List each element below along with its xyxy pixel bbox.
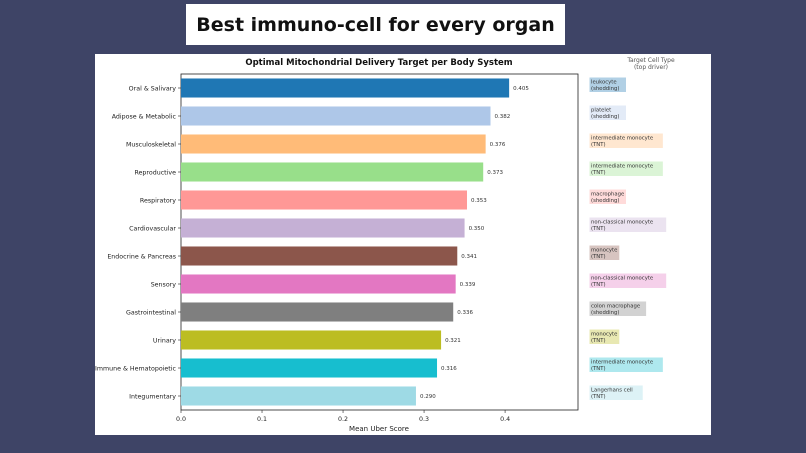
legend-cell-type: platelet bbox=[591, 108, 611, 114]
legend-mechanism: (TNT) bbox=[591, 338, 606, 344]
bar bbox=[181, 78, 510, 98]
slide-title-box: Best immuno-cell for every organ bbox=[186, 4, 565, 45]
legend-mechanism: (TNT) bbox=[591, 282, 606, 288]
legend-cell-type: intermediate monocyte bbox=[591, 136, 653, 142]
bar-value-label: 0.290 bbox=[420, 394, 436, 400]
y-tick-label: Musculoskeletal bbox=[126, 141, 176, 148]
legend-swatch bbox=[589, 357, 663, 372]
legend-swatch bbox=[589, 161, 663, 176]
bar-value-label: 0.336 bbox=[457, 310, 473, 316]
bars-group: 0.405 0.382 0.376 0.373 0.353 0.350 0.341 0.339… bbox=[181, 78, 529, 406]
bar-value-label: 0.339 bbox=[460, 282, 476, 288]
legend-cell-type: macrophage bbox=[591, 192, 624, 198]
bar-value-label: 0.376 bbox=[490, 142, 506, 148]
legend-mechanism: (TNT) bbox=[591, 254, 606, 260]
y-tick-label: Oral & Salivary bbox=[129, 85, 177, 92]
chart-figure: Optimal Mitochondrial Delivery Target pe… bbox=[95, 54, 711, 435]
legend: leukocyte(shedding)platelet(shedding)int… bbox=[589, 77, 667, 400]
legend-swatch bbox=[589, 217, 667, 232]
legend-swatch bbox=[589, 329, 620, 344]
legend-mechanism: (shedding) bbox=[591, 310, 619, 316]
legend-swatch bbox=[589, 245, 620, 260]
x-axis-label: Mean Uber Score bbox=[349, 425, 409, 433]
bar-value-label: 0.353 bbox=[471, 198, 487, 204]
bar bbox=[181, 134, 486, 154]
legend-mechanism: (TNT) bbox=[591, 170, 606, 176]
legend-swatch bbox=[589, 273, 667, 288]
legend-mechanism: (TNT) bbox=[591, 226, 606, 232]
legend-swatch bbox=[589, 301, 647, 316]
y-tick-label: Gastrointestinal bbox=[126, 309, 176, 316]
legend-swatch bbox=[589, 105, 626, 120]
x-tick-label: 0.2 bbox=[338, 416, 348, 423]
bar-value-label: 0.382 bbox=[494, 114, 510, 120]
bar-chart: Optimal Mitochondrial Delivery Target pe… bbox=[95, 57, 675, 433]
y-tick-label: Respiratory bbox=[140, 197, 176, 204]
legend-swatch bbox=[589, 385, 643, 400]
y-tick-label: Reproductive bbox=[134, 169, 176, 176]
legend-mechanism: (shedding) bbox=[591, 86, 619, 92]
legend-cell-type: monocyte bbox=[591, 248, 617, 254]
legend-mechanism: (TNT) bbox=[591, 394, 606, 400]
x-tick-label: 0.1 bbox=[257, 416, 267, 423]
bar-value-label: 0.405 bbox=[513, 86, 529, 92]
bar-value-label: 0.341 bbox=[461, 254, 477, 260]
y-tick-label: Endocrine & Pancreas bbox=[107, 253, 176, 260]
legend-swatch bbox=[589, 189, 626, 204]
legend-subtitle: (top driver) bbox=[634, 64, 668, 71]
slide-title: Best immuno-cell for every organ bbox=[196, 13, 555, 36]
legend-title: Target Cell Type bbox=[626, 57, 675, 64]
y-tick-label: Cardiovascular bbox=[129, 225, 176, 232]
x-tick-label: 0.3 bbox=[419, 416, 429, 423]
legend-cell-type: non-classical monocyte bbox=[591, 276, 653, 282]
bar bbox=[181, 106, 491, 126]
x-tick-label: 0.0 bbox=[176, 416, 186, 423]
legend-cell-type: colon macrophage bbox=[591, 304, 640, 310]
legend-cell-type: Langerhans cell bbox=[591, 388, 633, 394]
bar bbox=[181, 274, 456, 294]
legend-cell-type: intermediate monocyte bbox=[591, 164, 653, 170]
bar bbox=[181, 246, 458, 266]
chart-title: Optimal Mitochondrial Delivery Target pe… bbox=[245, 58, 512, 68]
y-tick-label: Sensory bbox=[151, 281, 177, 288]
legend-swatch bbox=[589, 77, 626, 92]
bar-value-label: 0.350 bbox=[469, 226, 485, 232]
legend-mechanism: (shedding) bbox=[591, 114, 619, 120]
legend-mechanism: (shedding) bbox=[591, 198, 619, 204]
bar bbox=[181, 358, 438, 378]
bar-value-label: 0.316 bbox=[441, 366, 457, 372]
y-tick-label: Urinary bbox=[153, 337, 176, 344]
bar bbox=[181, 330, 442, 350]
bar-value-label: 0.373 bbox=[487, 170, 503, 176]
y-tick-label: Immune & Hematopoietic bbox=[95, 365, 177, 372]
legend-cell-type: leukocyte bbox=[591, 80, 617, 86]
bar bbox=[181, 302, 454, 322]
legend-cell-type: intermediate monocyte bbox=[591, 360, 653, 366]
y-tick-label: Integumentary bbox=[129, 393, 176, 400]
bar bbox=[181, 190, 468, 210]
y-tick-label: Adipose & Metabolic bbox=[112, 113, 177, 120]
bar bbox=[181, 162, 484, 182]
bar bbox=[181, 386, 416, 406]
x-tick-label: 0.4 bbox=[500, 416, 510, 423]
x-ticks: 0.0 0.1 0.2 0.3 0.4 bbox=[176, 410, 510, 423]
legend-cell-type: non-classical monocyte bbox=[591, 220, 653, 226]
bar-value-label: 0.321 bbox=[445, 338, 461, 344]
bar bbox=[181, 218, 465, 238]
legend-mechanism: (TNT) bbox=[591, 366, 606, 372]
legend-mechanism: (TNT) bbox=[591, 142, 606, 148]
legend-cell-type: monocyte bbox=[591, 332, 617, 338]
legend-swatch bbox=[589, 133, 663, 148]
plot-area-frame bbox=[180, 73, 579, 411]
y-tick-labels: Oral & Salivary Adipose & Metabolic Muscul… bbox=[95, 85, 181, 400]
